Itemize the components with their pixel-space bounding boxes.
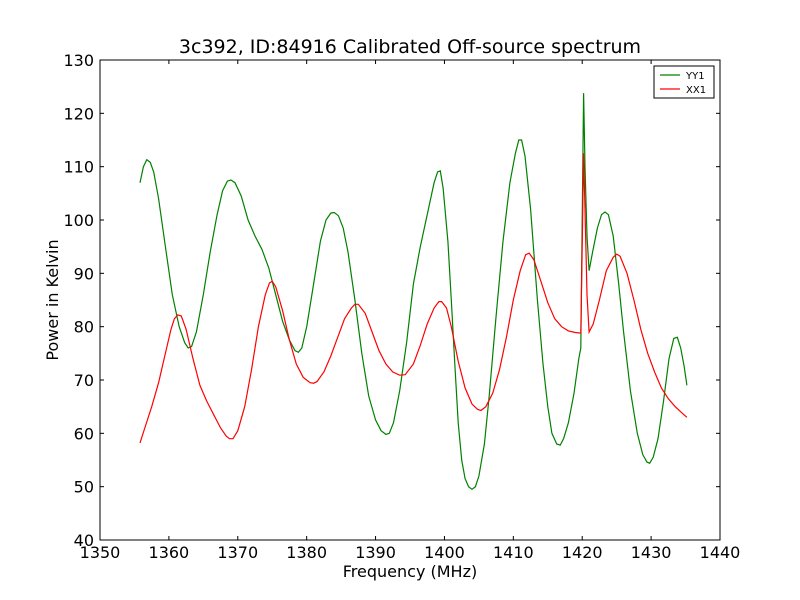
x-axis-label: Frequency (MHz)	[343, 562, 477, 581]
x-tick-label: 1430	[631, 543, 672, 562]
y-tick-label: 130	[63, 51, 94, 70]
x-tick-label: 1410	[493, 543, 534, 562]
x-tick-label: 1370	[217, 543, 258, 562]
legend-label-yy1: YY1	[685, 71, 705, 82]
y-axis-label: Power in Kelvin	[43, 239, 62, 360]
plot-frame	[99, 59, 721, 541]
x-tick-label: 1380	[286, 543, 327, 562]
chart-title: 3c392, ID:84916 Calibrated Off-source sp…	[179, 36, 641, 58]
x-tick-label: 1440	[700, 543, 741, 562]
plot-area	[100, 60, 720, 540]
y-tick-label: 40	[74, 531, 94, 550]
y-tick-label: 90	[74, 264, 94, 283]
x-tick-label: 1350	[80, 543, 121, 562]
series-line-yy1	[139, 93, 688, 491]
x-tick-label: 1400	[424, 543, 465, 562]
x-tick-label: 1360	[149, 543, 190, 562]
legend: YY1 XX1	[653, 65, 715, 99]
ticks-layer: 1350 1360 1370 1380 1390 1400 1410 1420 1430 1440…	[63, 51, 740, 562]
y-tick-label: 70	[74, 371, 94, 390]
x-tick-label: 1390	[355, 543, 396, 562]
y-tick-label: 50	[74, 478, 94, 497]
y-tick-label: 100	[63, 211, 94, 230]
series-layer	[139, 93, 688, 491]
y-tick-label: 120	[63, 104, 94, 123]
legend-label-xx1: XX1	[686, 85, 706, 96]
series-line-xx1	[139, 153, 688, 444]
y-tick-label: 110	[63, 158, 94, 177]
x-tick-label: 1420	[562, 543, 603, 562]
y-tick-label: 60	[74, 424, 94, 443]
y-tick-label: 80	[74, 318, 94, 337]
legend-box	[653, 65, 715, 99]
